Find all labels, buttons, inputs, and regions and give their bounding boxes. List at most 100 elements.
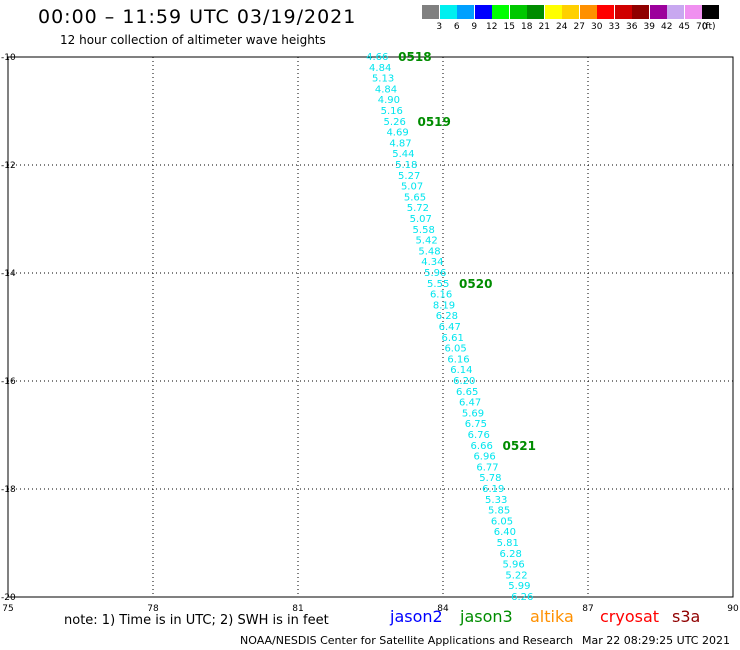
- wave-height-point: 5.33: [485, 495, 507, 506]
- wave-height-point: 5.69: [462, 408, 484, 419]
- wave-height-point: 4.66: [366, 52, 388, 63]
- wave-height-point: 5.26: [384, 117, 406, 128]
- legend-swatch: [614, 5, 632, 19]
- legend-label: 39: [643, 22, 655, 32]
- pass-time-label: 0520: [459, 277, 492, 291]
- legend-swatch: [527, 5, 544, 19]
- wave-height-point: 5.07: [410, 214, 432, 225]
- wave-height-point: 6.47: [439, 322, 461, 333]
- wave-height-point: 4.90: [378, 95, 400, 106]
- satellite-cryosat-label: cryosat: [600, 607, 660, 626]
- wave-height-point: 5.96: [502, 560, 524, 571]
- wave-height-point: 6.16: [447, 354, 469, 365]
- legend-swatch: [439, 5, 457, 19]
- wave-height-point: 4.84: [375, 84, 397, 95]
- legend-label: 21: [538, 22, 550, 32]
- satellite-altika-label: altika: [530, 607, 574, 626]
- wave-height-point: 5.27: [398, 171, 420, 182]
- footer-credit: NOAA/NESDIS Center for Satellite Applica…: [240, 634, 574, 647]
- wave-height-point: 6.26: [511, 592, 533, 603]
- wave-height-point: 5.16: [381, 106, 403, 117]
- wave-height-point: 5.07: [401, 182, 423, 193]
- legend-label: 6: [453, 22, 460, 32]
- legend-label: 18: [521, 22, 533, 32]
- wave-height-point: 6.16: [430, 290, 452, 301]
- y-tick-label: -20: [1, 593, 16, 603]
- legend-label: 70: [696, 22, 708, 32]
- wave-height-point: 4.87: [389, 138, 411, 149]
- legend-label: 9: [471, 22, 478, 32]
- y-tick-label: -16: [1, 377, 16, 387]
- wave-height-point: 5.78: [479, 473, 501, 484]
- wave-height-point: 6.14: [450, 365, 472, 376]
- legend-swatch: [579, 5, 597, 19]
- wave-height-point: 5.85: [488, 506, 510, 517]
- wave-height-point: 6.96: [473, 452, 495, 463]
- pass-time-label: 0518: [398, 50, 431, 64]
- pass-time-label: 0521: [503, 439, 536, 453]
- wave-height-point: 5.72: [407, 203, 429, 214]
- legend-swatch: [562, 5, 579, 19]
- footer-note: note: 1) Time is in UTC; 2) SWH is in fe…: [64, 613, 329, 628]
- chart-subtitle: 12 hour collection of altimeter wave hei…: [60, 33, 326, 47]
- legend-swatch: [492, 5, 509, 19]
- y-tick-label: -12: [1, 161, 16, 171]
- wave-height-point: 6.77: [476, 462, 498, 473]
- wave-height-point: 5.18: [395, 160, 417, 171]
- legend-label: 42: [661, 22, 673, 32]
- legend-swatch: [509, 5, 527, 19]
- wave-height-point: 5.65: [404, 192, 426, 203]
- x-tick-label: 90: [727, 604, 739, 614]
- legend-swatch: [544, 5, 562, 19]
- legend-label: 33: [608, 22, 620, 32]
- legend-label: 24: [556, 22, 568, 32]
- legend-label: 36: [626, 22, 638, 32]
- wave-height-point: 5.42: [415, 236, 437, 247]
- wave-height-point: 6.65: [456, 387, 478, 398]
- x-tick-label: 75: [2, 604, 13, 614]
- wave-height-point: 6.19: [482, 484, 504, 495]
- wave-height-point: 6.28: [500, 549, 522, 560]
- y-tick-label: -14: [1, 269, 16, 279]
- legend-swatch: [649, 5, 667, 19]
- wave-height-point: 6.66: [471, 441, 493, 452]
- plot-frame: [7, 56, 734, 598]
- wave-height-point: 6.47: [459, 398, 481, 409]
- legend-label: 15: [503, 22, 515, 32]
- wave-height-point: 6.28: [436, 311, 458, 322]
- footer-timestamp: Mar 22 08:29:25 UTC 2021: [582, 634, 730, 647]
- legend-swatch: [422, 5, 439, 19]
- legend-label: 3: [436, 22, 443, 32]
- satellite-jason2-label: jason2: [390, 607, 443, 626]
- wave-height-point: 6.40: [494, 527, 516, 538]
- legend-label: 12: [486, 22, 498, 32]
- wave-height-point: 5.55: [427, 279, 449, 290]
- wave-height-point: 5.96: [424, 268, 446, 279]
- wave-height-point: 6.05: [444, 344, 466, 355]
- satellite-jason3-label: jason3: [460, 607, 513, 626]
- x-tick-label: 87: [582, 604, 593, 614]
- legend-swatch: [702, 5, 719, 19]
- x-tick-label: 78: [147, 604, 159, 614]
- x-tick-label: 81: [292, 604, 303, 614]
- legend-swatch: [597, 5, 614, 19]
- legend-swatch: [474, 5, 492, 19]
- satellite-s3a-label: s3a: [672, 607, 701, 626]
- wave-height-point: 6.61: [442, 333, 464, 344]
- legend-swatch: [457, 5, 474, 19]
- wave-height-point: 6.05: [491, 516, 513, 527]
- x-tick-label: 84: [437, 604, 449, 614]
- wave-height-point: 4.84: [369, 63, 391, 74]
- pass-time-label: 0519: [417, 115, 450, 129]
- wave-height-point: 5.58: [413, 225, 435, 236]
- wave-height-point: 6.20: [453, 376, 475, 387]
- legend-label: 30: [591, 22, 603, 32]
- legend-label: 27: [573, 22, 585, 32]
- wave-height-point: 6.75: [465, 419, 487, 430]
- y-tick-label: -10: [1, 53, 16, 63]
- wave-height-point: 4.34: [421, 257, 443, 268]
- y-tick-label: -18: [1, 485, 16, 495]
- wave-height-point: 5.99: [508, 581, 530, 592]
- wave-height-point: 5.22: [505, 570, 527, 581]
